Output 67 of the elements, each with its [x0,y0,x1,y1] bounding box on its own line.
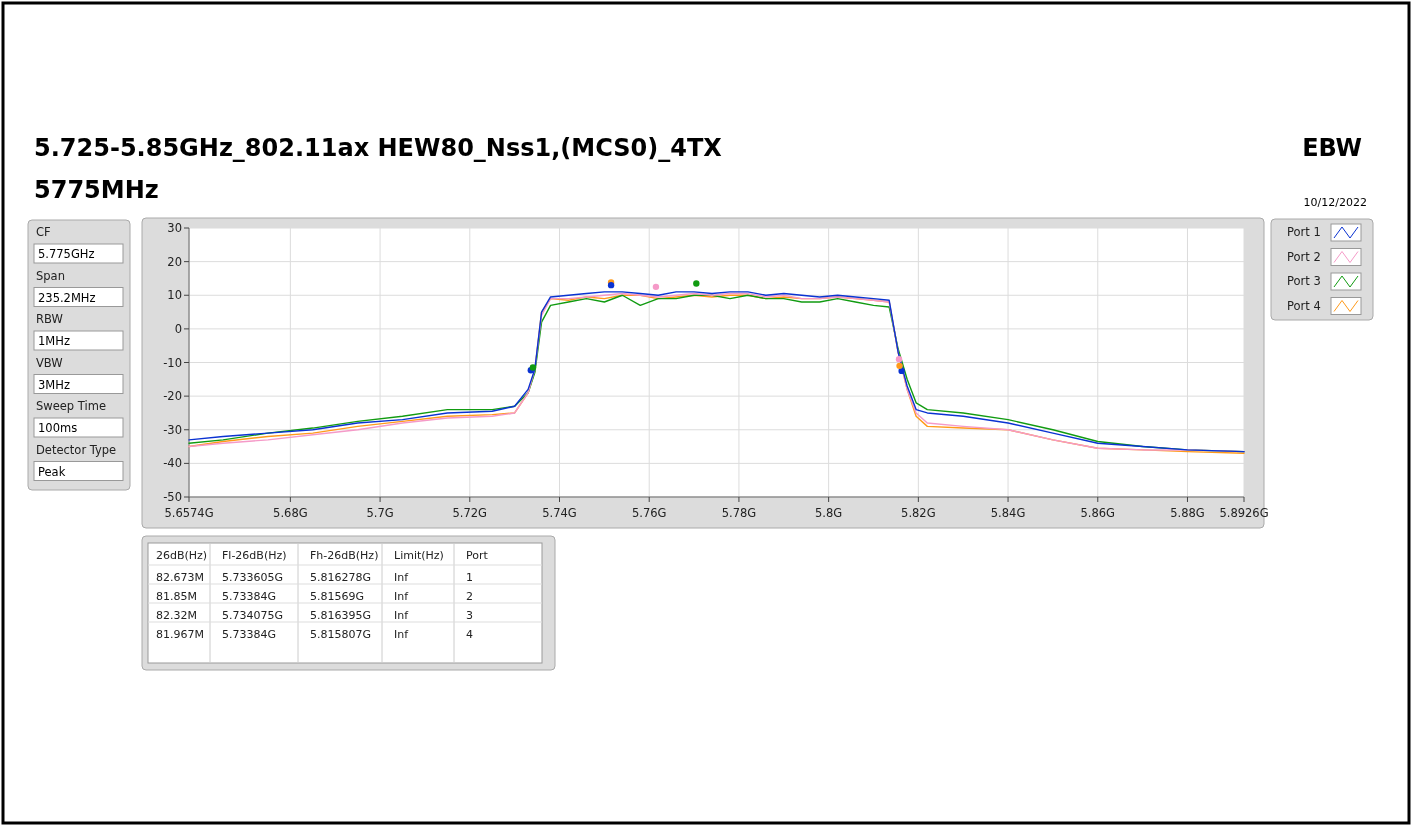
legend-label: Port 2 [1287,249,1321,264]
x-tick-label: 5.8G [815,506,843,520]
y-tick-label: 10 [167,288,182,303]
legend-label: Port 3 [1287,274,1321,288]
text: Sweep Time [36,399,106,413]
y-tick-label: -50 [163,490,182,504]
x-tick-label: 5.84G [990,506,1026,520]
text: Port [466,549,489,562]
x-tick-label: 5.88G [1170,506,1205,520]
text: Inf [394,571,410,584]
chart-subtitle: 5775MHz [34,176,159,204]
text: Span [36,268,65,283]
text: 5.815807G [310,628,372,641]
text: 5.73384G [222,590,277,603]
x-tick-label: 5.78G [721,506,757,520]
text: Limit(Hz) [394,549,444,562]
legend-label: Port 1 [1287,225,1321,239]
text: 82.32M [156,609,197,622]
x-tick-label: 5.72G [452,506,488,520]
x-tick-label: 5.74G [542,506,577,520]
text: 1MHz [38,334,70,348]
text: 100ms [38,421,78,435]
text: VBW [36,355,63,370]
text: 3 [466,609,473,622]
text: Fl-26dB(Hz) [222,549,287,562]
text: 235.2MHz [38,290,96,305]
x-tick-label: 5.7G [366,506,394,520]
x-tick-label: 5.76G [631,506,667,520]
y-tick-label: 0 [174,321,182,336]
text: RBW [36,312,63,326]
x-tick-label: 5.86G [1080,506,1116,520]
text: 2 [466,590,473,603]
text: EBW [1302,134,1362,162]
text: Inf [394,628,410,641]
text: CF [36,225,51,239]
y-tick-label: -40 [163,456,182,471]
chart-title: 5.725-5.85GHz_802.11ax HEW80_Nss1,(MCS0)_4TX [34,134,723,162]
x-tick-label: 5.82G [901,506,936,520]
text: 82.673M [156,571,204,584]
text: 10/12/2022 [1303,196,1367,209]
x-tick-label: 5.6574G [164,506,214,520]
x-tick-label: 5.68G [273,506,308,520]
y-tick-label: -20 [163,389,182,404]
text: Inf [394,590,410,603]
y-tick-label: -10 [163,355,182,370]
text: Peak [38,464,66,479]
text: Detector Type [36,442,117,457]
text: 5.775GHz [38,247,95,261]
text: 1 [466,571,473,584]
text: 81.967M [156,628,204,641]
text: 5.81569G [310,590,365,603]
text: 3MHz [38,377,70,392]
y-tick-label: 30 [167,221,182,235]
text: 5.816395G [310,609,372,622]
text: 81.85M [156,590,197,603]
y-tick-label: 20 [167,254,182,269]
text: 4 [466,628,473,641]
text: Inf [394,609,410,622]
text: 5.816278G [310,571,372,584]
text: 26dB(Hz) [156,549,208,562]
text: 5.733605G [222,571,284,584]
text: 5.73384G [222,628,277,641]
text: Fh-26dB(Hz) [310,549,379,562]
text: 5.734075G [222,609,284,622]
x-tick-label: 5.8926G [1219,506,1269,520]
legend-label: Port 4 [1287,298,1321,313]
y-tick-label: -30 [163,422,182,437]
